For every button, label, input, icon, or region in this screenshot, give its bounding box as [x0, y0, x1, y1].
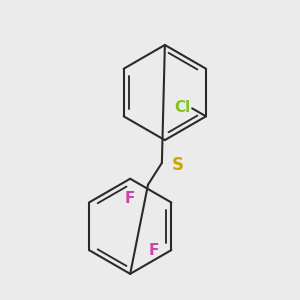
Text: S: S	[172, 156, 184, 174]
Text: F: F	[149, 243, 160, 258]
Text: F: F	[125, 190, 135, 206]
Text: Cl: Cl	[174, 100, 190, 115]
